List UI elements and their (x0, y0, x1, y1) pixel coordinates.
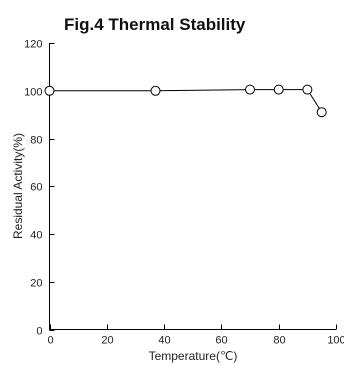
data-point (316, 107, 327, 118)
y-tick-label: 80 (30, 135, 42, 147)
series-points (44, 84, 327, 118)
x-tick-label: 60 (215, 335, 227, 347)
x-tick-label: 0 (47, 335, 53, 347)
y-tick-label: 100 (24, 87, 42, 99)
data-point (273, 84, 284, 95)
x-ticks: 0 20 40 60 80 100 (47, 324, 344, 347)
data-point (245, 84, 255, 95)
data-point (302, 84, 313, 95)
y-tick-label: 0 (36, 326, 42, 338)
x-tick-label: 40 (158, 335, 170, 347)
y-tick-label: 20 (30, 278, 42, 290)
x-tick-label: 20 (101, 335, 113, 347)
y-tick-label: 40 (30, 230, 42, 242)
y-tick-label: 120 (24, 39, 42, 51)
y-tick-label: 60 (30, 182, 42, 194)
chart-title: Fig.4 Thermal Stability (64, 15, 246, 34)
x-axis-label: Temperature(℃) (149, 349, 238, 363)
y-axis-label: Residual Activity(%) (11, 133, 25, 239)
plot-frame (49, 43, 336, 330)
data-point (44, 85, 55, 96)
y-ticks: 0 20 40 60 80 100 120 (24, 39, 55, 338)
x-tick-label: 80 (273, 335, 285, 347)
data-point (150, 85, 161, 96)
x-tick-label: 100 (327, 335, 344, 347)
